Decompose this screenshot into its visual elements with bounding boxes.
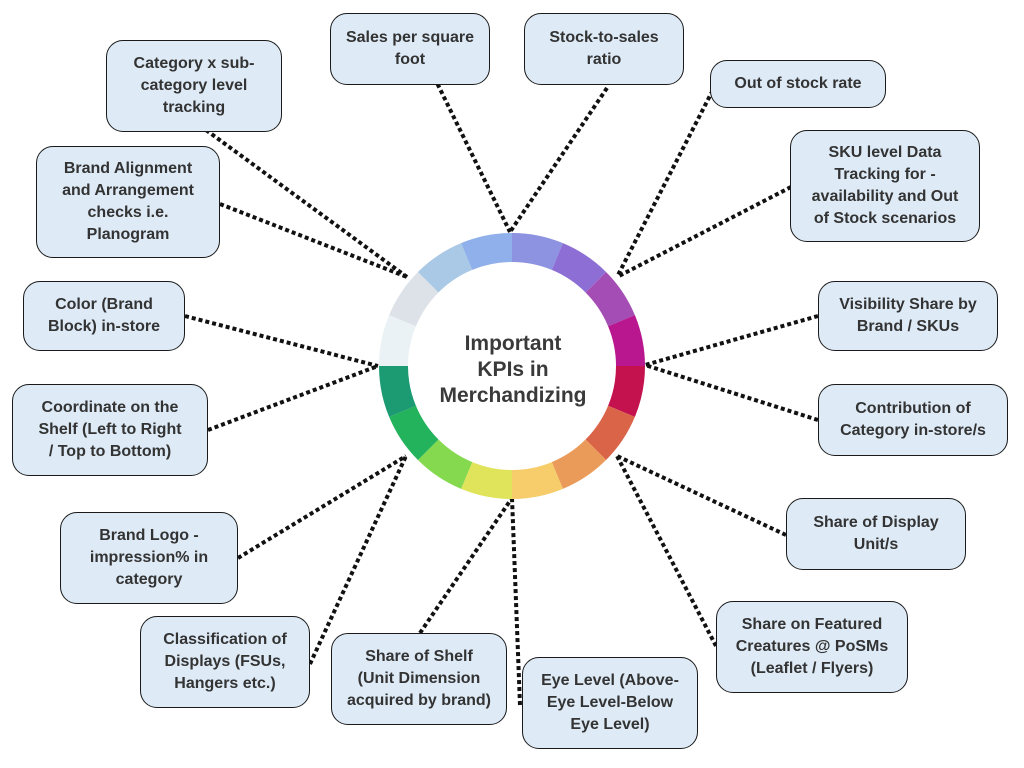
ring-segment <box>608 315 645 366</box>
connector-line <box>644 314 819 367</box>
ring-segment <box>585 405 635 461</box>
color-ring <box>379 233 645 499</box>
connector-line <box>616 454 787 537</box>
connector-line <box>204 128 409 279</box>
kpi-share-of-shelf: Share of Shelf (Unit Dimension acquired … <box>331 633 507 725</box>
kpi-sku-level-data-tracking: SKU level Data Tracking for - availabili… <box>790 130 980 242</box>
center-title: Important KPIs in Merchandizing <box>439 332 587 407</box>
ring-segment <box>417 243 473 293</box>
connector-line <box>508 86 609 234</box>
kpi-classification-of-displays: Classification of Displays (FSUs, Hanger… <box>140 616 310 708</box>
kpi-color-brand-block: Color (Brand Block) in-store <box>23 281 185 351</box>
kpi-brand-logo-impression: Brand Logo - impression% in category <box>60 512 238 604</box>
ring-segment <box>512 462 563 499</box>
kpi-out-of-stock-rate: Out of stock rate <box>710 60 886 108</box>
ring-segment <box>551 243 607 293</box>
connector-line <box>644 363 819 422</box>
connector-line <box>418 496 514 635</box>
kpi-visibility-share: Visibility Share by Brand / SKUs <box>818 281 998 351</box>
ring-segment <box>461 462 512 499</box>
ring-segment <box>417 439 473 489</box>
kpi-share-of-display-unit: Share of Display Unit/s <box>786 498 966 570</box>
connector-line <box>308 455 408 665</box>
ring-segment <box>379 366 416 417</box>
connector-lines <box>184 39 819 706</box>
kpi-contribution-of-category: Contribution of Category in-store/s <box>818 384 1008 456</box>
connector-line <box>219 202 408 279</box>
kpi-eye-level: Eye Level (Above- Eye Level-Below Eye Le… <box>522 657 698 749</box>
kpi-coordinate-on-shelf: Coordinate on the Shelf (Left to Right /… <box>12 384 208 476</box>
kpi-share-on-featured-creatures: Share on Featured Creatures @ PoSMs (Lea… <box>716 601 908 693</box>
ring-segment <box>585 271 635 327</box>
connector-line <box>207 364 379 432</box>
ring-segment <box>389 405 439 461</box>
ring-segment <box>551 439 607 489</box>
connector-line <box>510 497 522 706</box>
kpi-stock-to-sales-ratio: Stock-to-sales ratio <box>524 13 684 85</box>
kpi-brand-alignment: Brand Alignment and Arrangement checks i… <box>36 146 220 258</box>
ring-segment <box>608 366 645 417</box>
connector-line <box>184 314 379 368</box>
ring-segment <box>389 271 439 327</box>
kpi-sales-per-square-foot: Sales per square foot <box>330 13 490 85</box>
ring-segment <box>512 233 563 270</box>
ring-segment <box>379 315 416 366</box>
connector-line <box>615 83 718 278</box>
connector-line <box>615 455 718 647</box>
kpi-category-subcategory-tracking: Category x sub- category level tracking <box>106 40 282 132</box>
connector-line <box>236 454 408 560</box>
ring-segment <box>461 233 512 270</box>
connector-line <box>616 185 792 279</box>
